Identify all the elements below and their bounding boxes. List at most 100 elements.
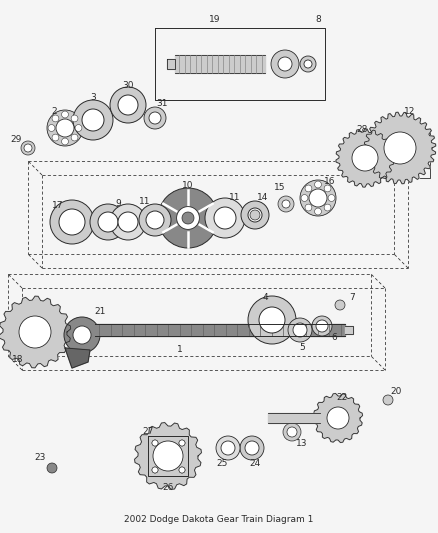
Text: 23: 23 (34, 454, 46, 463)
Text: 10: 10 (182, 182, 194, 190)
Text: 13: 13 (296, 440, 308, 448)
Circle shape (300, 180, 336, 216)
Text: 8: 8 (315, 15, 321, 25)
Polygon shape (336, 129, 394, 187)
Polygon shape (175, 55, 265, 73)
Circle shape (278, 196, 294, 212)
Polygon shape (345, 326, 353, 334)
Text: 14: 14 (257, 193, 268, 203)
Circle shape (214, 207, 236, 229)
Polygon shape (134, 423, 201, 489)
Text: 4: 4 (262, 294, 268, 303)
Circle shape (205, 198, 245, 238)
Circle shape (62, 138, 68, 145)
Circle shape (152, 440, 158, 446)
Text: 6: 6 (331, 334, 337, 343)
Circle shape (248, 296, 296, 344)
Text: 27: 27 (142, 427, 154, 437)
Circle shape (283, 423, 301, 441)
Circle shape (71, 115, 78, 122)
Circle shape (216, 436, 240, 460)
Circle shape (300, 56, 316, 72)
Polygon shape (167, 59, 175, 69)
Circle shape (153, 441, 183, 471)
Circle shape (241, 201, 269, 229)
Circle shape (248, 208, 262, 222)
Circle shape (352, 145, 378, 171)
Circle shape (328, 195, 335, 201)
Text: 17: 17 (52, 200, 64, 209)
Text: 5: 5 (299, 343, 305, 352)
Circle shape (144, 107, 166, 129)
Circle shape (182, 212, 194, 224)
Circle shape (179, 467, 185, 473)
Circle shape (240, 436, 264, 460)
Text: 2: 2 (51, 108, 57, 117)
Polygon shape (95, 324, 345, 336)
Circle shape (152, 467, 158, 473)
Circle shape (250, 210, 260, 220)
Circle shape (301, 195, 308, 201)
Circle shape (271, 50, 299, 78)
Circle shape (50, 200, 94, 244)
Circle shape (327, 407, 349, 429)
Text: 9: 9 (115, 199, 121, 208)
Circle shape (149, 112, 161, 124)
Circle shape (304, 60, 312, 68)
Polygon shape (268, 413, 320, 423)
Circle shape (110, 87, 146, 123)
Circle shape (56, 119, 74, 137)
Text: 28: 28 (356, 125, 367, 134)
Polygon shape (65, 348, 90, 368)
Circle shape (384, 132, 416, 164)
Text: 25: 25 (216, 459, 228, 469)
Text: 31: 31 (156, 100, 168, 109)
Circle shape (314, 181, 321, 188)
Circle shape (316, 320, 328, 332)
Circle shape (48, 125, 55, 132)
Text: 24: 24 (249, 459, 261, 469)
Circle shape (73, 100, 113, 140)
Circle shape (179, 467, 185, 473)
Text: 20: 20 (390, 387, 402, 397)
Text: 16: 16 (324, 177, 336, 187)
Text: 3: 3 (90, 93, 96, 102)
Circle shape (179, 440, 185, 446)
Circle shape (82, 109, 104, 131)
Circle shape (118, 95, 138, 115)
Circle shape (383, 395, 393, 405)
Text: 11: 11 (139, 198, 151, 206)
Circle shape (309, 189, 327, 207)
Circle shape (179, 440, 185, 446)
Circle shape (52, 134, 59, 141)
Circle shape (47, 110, 83, 146)
Circle shape (24, 144, 32, 152)
Circle shape (21, 141, 35, 155)
Circle shape (305, 185, 312, 192)
Polygon shape (364, 112, 436, 184)
Circle shape (73, 326, 91, 344)
Circle shape (62, 111, 68, 118)
Circle shape (314, 208, 321, 215)
Circle shape (75, 125, 82, 132)
Circle shape (335, 300, 345, 310)
Circle shape (118, 212, 138, 232)
Circle shape (287, 427, 297, 437)
Circle shape (293, 323, 307, 337)
Polygon shape (148, 436, 188, 476)
Circle shape (71, 134, 78, 141)
Circle shape (278, 57, 292, 71)
Circle shape (282, 200, 290, 208)
Text: 22: 22 (336, 393, 348, 402)
Text: 29: 29 (11, 135, 22, 144)
Text: 26: 26 (162, 483, 174, 492)
Text: 21: 21 (94, 308, 106, 317)
Text: 7: 7 (349, 294, 355, 303)
Circle shape (324, 204, 331, 211)
Circle shape (158, 188, 218, 248)
Text: 12: 12 (404, 108, 416, 117)
Circle shape (305, 204, 312, 211)
Circle shape (312, 316, 332, 336)
Circle shape (139, 204, 171, 236)
Circle shape (59, 209, 85, 235)
